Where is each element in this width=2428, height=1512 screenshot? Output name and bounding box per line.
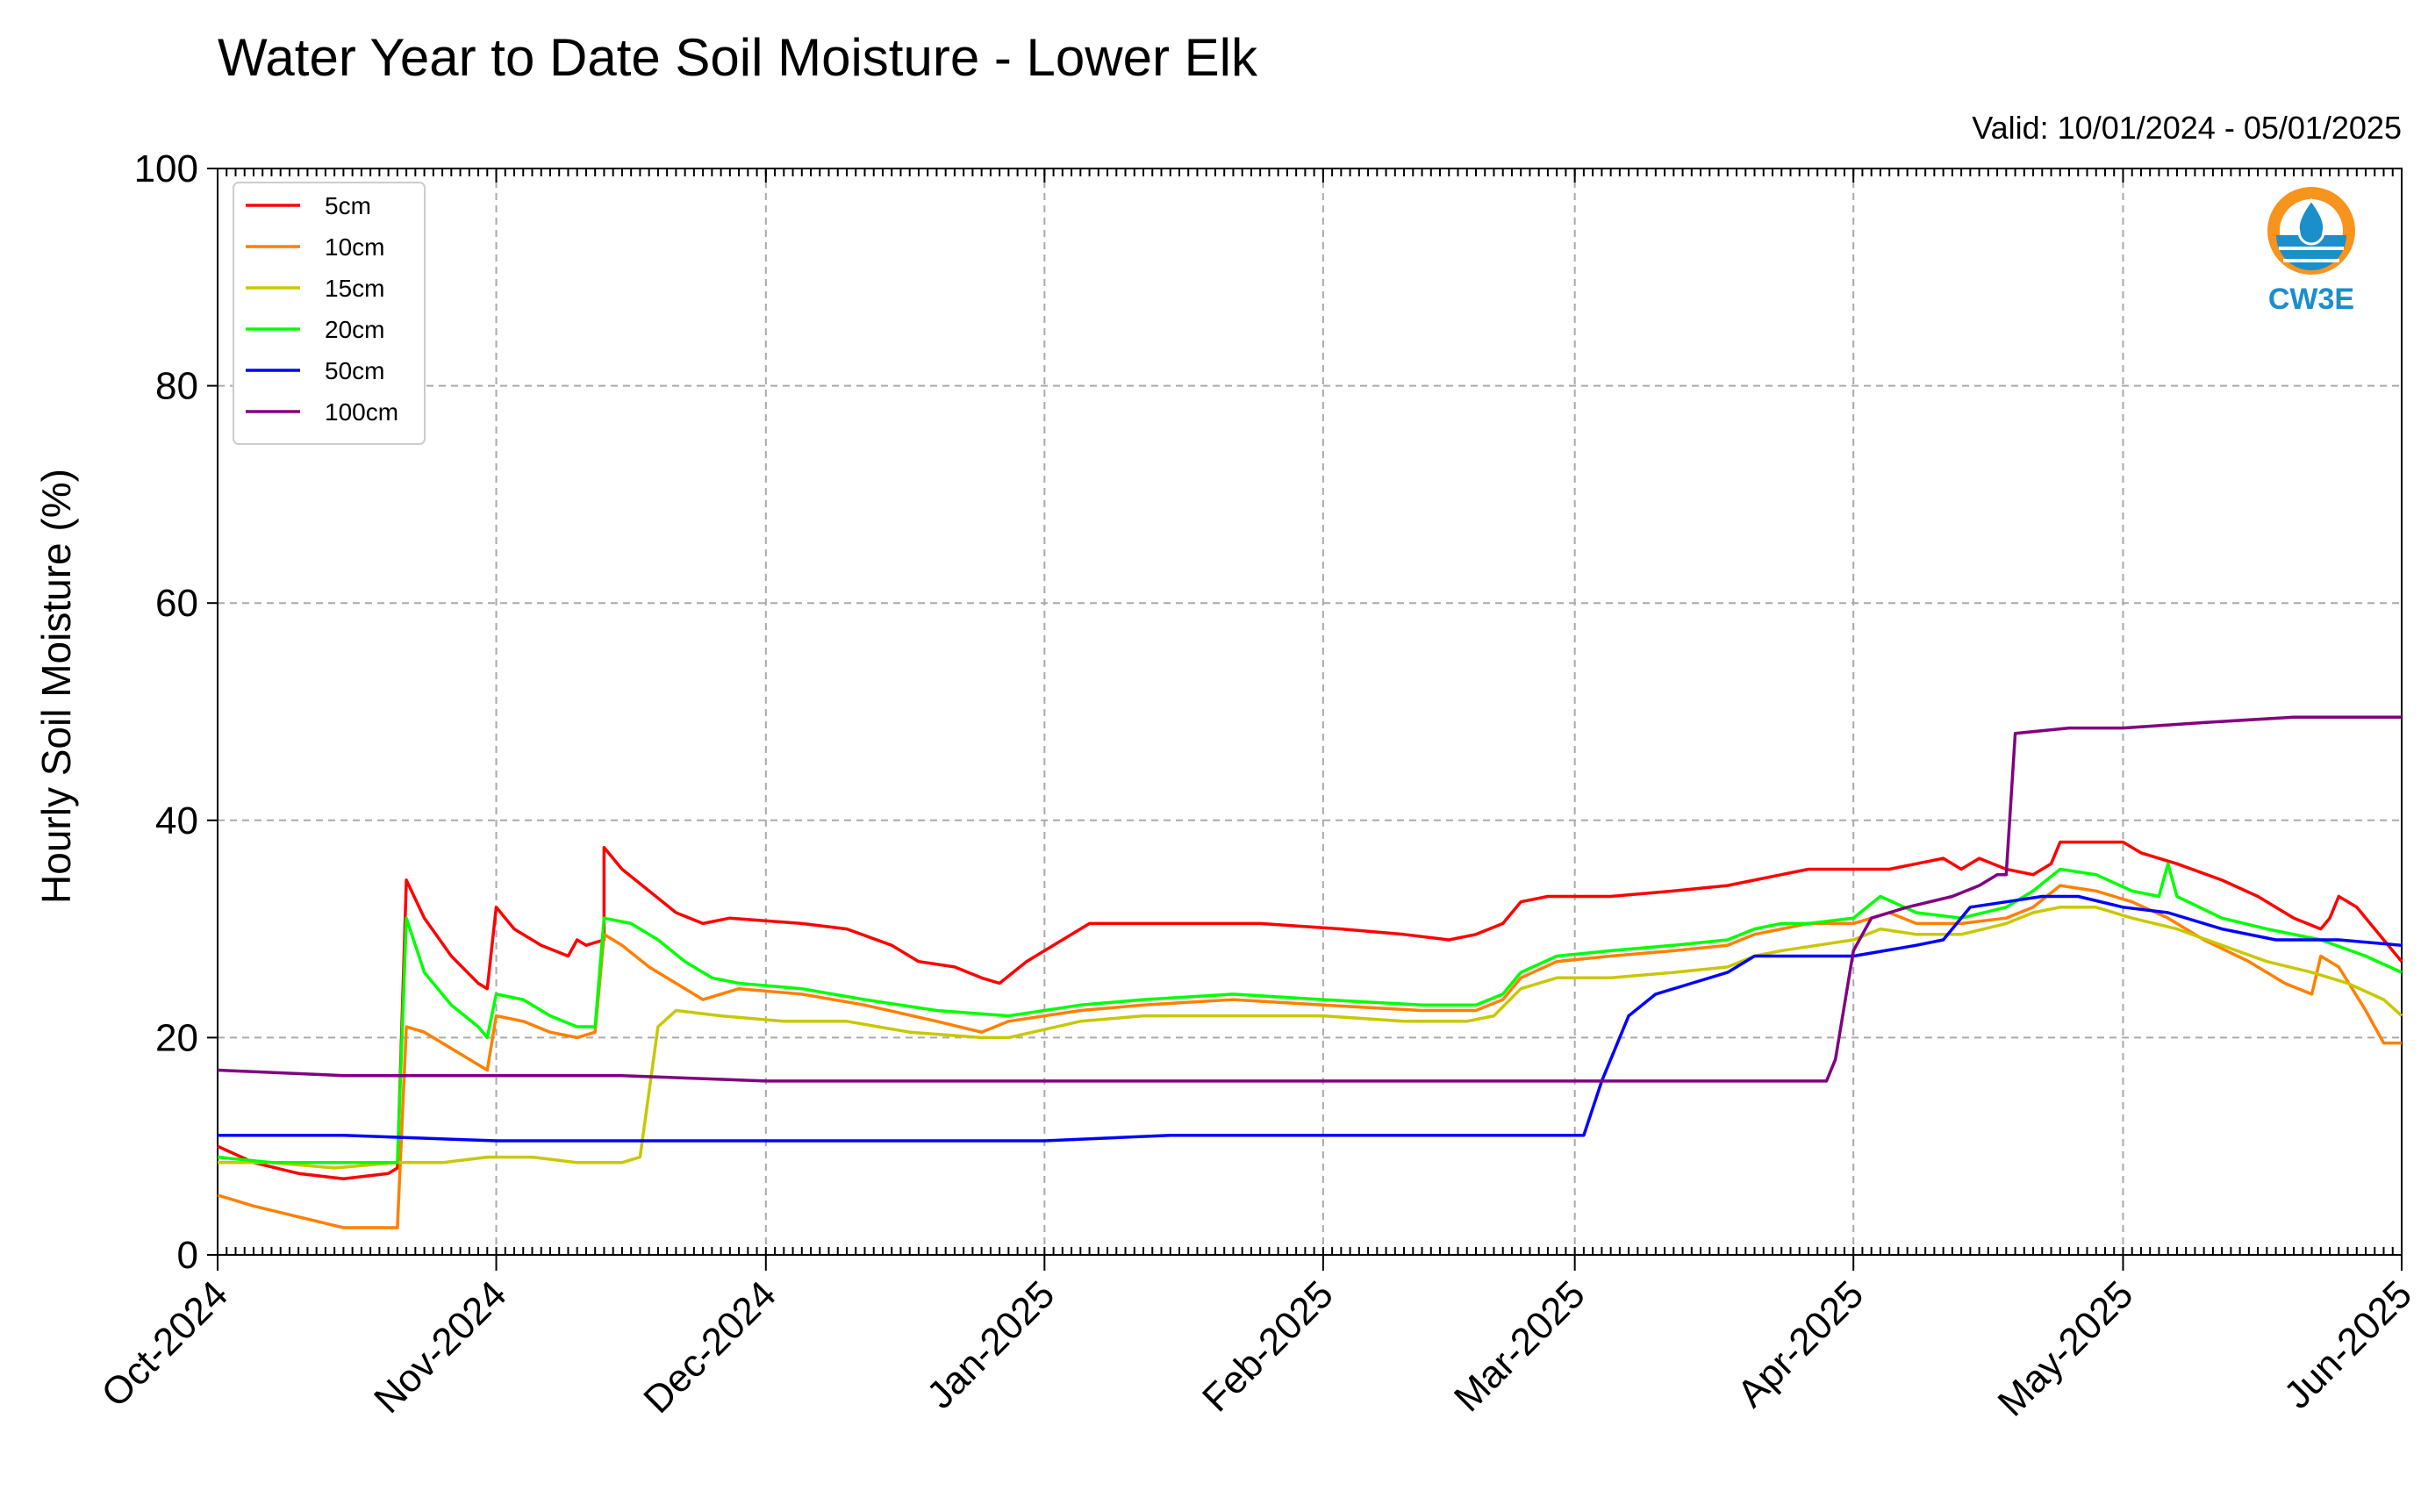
x-tick-label: Jan-2025	[919, 1272, 1063, 1416]
series-lines	[217, 715, 2403, 1229]
legend-label: 5cm	[325, 192, 371, 219]
series-line-50cm	[218, 894, 2403, 1143]
y-tick-label: 100	[134, 147, 198, 190]
legend-label: 100cm	[325, 398, 398, 426]
series-line-10cm	[217, 884, 2402, 1229]
x-tick-label: Apr-2025	[1730, 1272, 1873, 1415]
legend-label: 15cm	[325, 275, 384, 302]
y-tick-label: 20	[155, 1016, 198, 1059]
legend-label: 20cm	[325, 316, 384, 343]
chart-subtitle: Valid: 10/01/2024 - 05/01/2025	[1972, 110, 2402, 146]
axis-ticks: 0 20 40 60 80 100 Oct-2024 Nov-2024 Dec-2024 Jan-…	[93, 147, 2420, 1424]
plot-area	[217, 168, 2403, 1256]
x-tick-label: Oct-2024	[93, 1272, 236, 1415]
x-tick-label: Nov-2024	[366, 1272, 515, 1422]
gridlines	[217, 168, 2403, 1256]
droplet-icon	[2267, 187, 2355, 275]
series-line-15cm	[218, 906, 2403, 1170]
series-line-100cm	[217, 715, 2402, 1083]
y-tick-label: 60	[155, 582, 198, 625]
x-tick-label: May-2025	[1990, 1272, 2142, 1424]
legend-label: 50cm	[325, 357, 384, 384]
y-axis-label: Hourly Soil Moisture (%)	[33, 469, 79, 904]
logo-text: CW3E	[2268, 283, 2354, 316]
x-tick-label: Mar-2025	[1446, 1272, 1594, 1420]
x-tick-label: Jun-2025	[2276, 1272, 2420, 1416]
y-tick-label: 0	[177, 1234, 198, 1277]
legend-label: 10cm	[325, 233, 384, 261]
series-line-5cm	[217, 840, 2403, 1181]
y-tick-label: 80	[155, 365, 198, 408]
x-tick-label: Dec-2024	[635, 1272, 784, 1422]
y-tick-label: 40	[155, 799, 198, 842]
cw3e-logo: CW3E	[2267, 187, 2355, 316]
series-line-20cm	[217, 862, 2403, 1164]
legend: 5cm 10cm 15cm 20cm 50cm 100cm	[233, 182, 426, 445]
x-tick-label: Feb-2025	[1194, 1272, 1342, 1420]
chart-title: Water Year to Date Soil Moisture - Lower…	[218, 28, 1258, 87]
